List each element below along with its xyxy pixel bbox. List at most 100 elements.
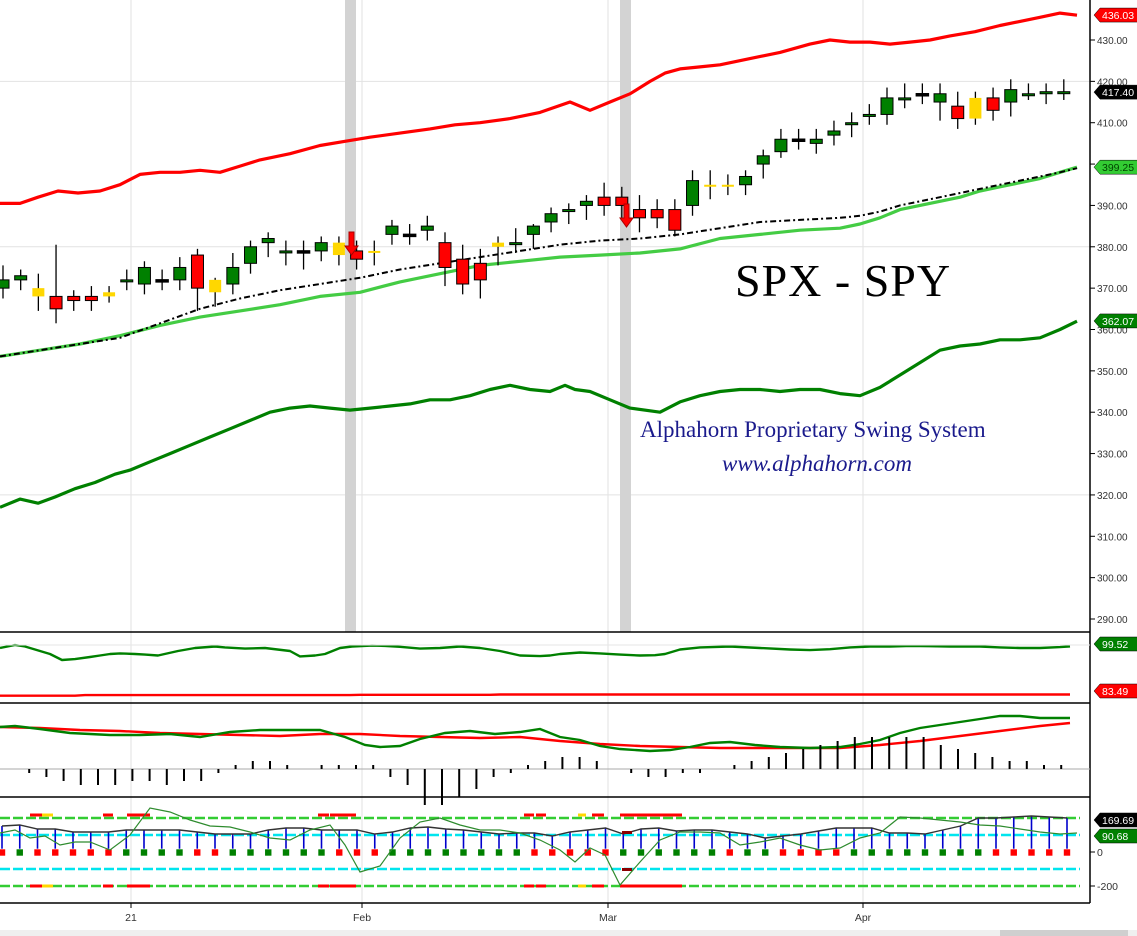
- minus-marker-icon: [0, 848, 6, 857]
- candle: [933, 83, 947, 121]
- y-tick-label: 330.00: [1097, 450, 1128, 461]
- candle: [492, 236, 505, 266]
- candle-body: [261, 238, 275, 244]
- candle: [244, 240, 258, 274]
- minus-marker-icon: [193, 848, 202, 857]
- tag-label: 399.25: [1102, 162, 1134, 174]
- candle: [898, 83, 912, 109]
- scrollbar-thumb[interactable]: [1000, 930, 1128, 936]
- candle: [686, 170, 700, 216]
- minus-marker-icon: [725, 848, 734, 857]
- candle-body: [137, 266, 151, 285]
- candle: [49, 244, 63, 324]
- candle-body: [986, 97, 1000, 111]
- candle-body: [615, 196, 629, 206]
- candle: [562, 203, 576, 225]
- candle-body: [402, 233, 417, 238]
- plus-marker-icon: [850, 848, 858, 857]
- candle-body: [492, 242, 505, 247]
- candle-body: [84, 295, 98, 302]
- x-tick-label: Mar: [599, 912, 618, 924]
- tag-label: 83.49: [1102, 686, 1128, 698]
- candle: [226, 252, 240, 295]
- plus-marker-icon: [637, 848, 645, 857]
- indicator3-black-line: [1, 815, 1068, 839]
- candle: [32, 273, 45, 311]
- minus-marker-icon: [814, 848, 823, 857]
- candle: [791, 128, 806, 150]
- plus-marker-icon: [282, 848, 290, 857]
- minus-marker-icon: [583, 848, 592, 857]
- tag-shape: [1093, 7, 1137, 23]
- candle-body: [473, 262, 487, 281]
- plus-marker-icon: [317, 848, 326, 857]
- candle-body: [721, 184, 734, 187]
- candle-body: [915, 93, 930, 97]
- candle: [579, 195, 593, 220]
- candle: [509, 228, 523, 253]
- minus-marker-icon: [69, 848, 77, 857]
- x-tick-label: 21: [125, 912, 137, 924]
- candle-body: [686, 180, 700, 206]
- signal-marker: [622, 868, 632, 871]
- candle-body: [562, 209, 576, 213]
- minus-marker-icon: [353, 848, 361, 857]
- horizontal-scrollbar[interactable]: [0, 930, 1137, 936]
- candle-body: [244, 246, 258, 264]
- chart-url: www.alphahorn.com: [722, 451, 912, 476]
- plus-marker-icon: [15, 848, 24, 857]
- indicator3-green-line: [0, 807, 1078, 887]
- minus-marker-icon: [335, 848, 344, 857]
- candle-body: [898, 97, 912, 101]
- candle: [862, 104, 876, 125]
- y-tick-label: 390.00: [1097, 201, 1128, 212]
- candle-body: [67, 295, 81, 302]
- y-tick-label: 310.00: [1097, 532, 1128, 543]
- plus-marker-icon: [921, 848, 929, 857]
- minus-marker-icon: [796, 848, 805, 857]
- y-tick-label: 360.00: [1097, 325, 1128, 336]
- candle-body: [385, 225, 399, 235]
- minus-marker-icon: [1009, 848, 1018, 857]
- candle-body: [32, 288, 45, 297]
- last-value-tag: 436.03: [1093, 7, 1137, 23]
- candle-body: [103, 292, 116, 297]
- plus-marker-icon: [122, 848, 131, 857]
- candle: [632, 195, 646, 233]
- plus-marker-icon: [424, 848, 432, 857]
- candle: [544, 207, 558, 233]
- plus-marker-icon: [654, 848, 663, 857]
- last-value-tag: 90.68: [1093, 828, 1137, 844]
- candle: [155, 269, 169, 291]
- minus-marker-icon: [992, 848, 1000, 857]
- candle-body: [668, 209, 682, 231]
- series-ma-light-green: [0, 165, 1078, 358]
- candle-body: [579, 200, 593, 206]
- candle: [190, 248, 204, 311]
- candle-body: [969, 97, 982, 119]
- candle-body: [226, 266, 240, 285]
- candle-body: [1039, 91, 1053, 95]
- plus-marker-icon: [867, 848, 876, 857]
- candle-body: [296, 250, 311, 254]
- x-tick-label: Apr: [855, 912, 872, 924]
- candle: [951, 91, 965, 129]
- candle-body: [438, 242, 452, 268]
- candle: [137, 261, 151, 295]
- tag-shape: [1093, 159, 1137, 175]
- candle-body: [209, 279, 222, 293]
- candle: [880, 87, 894, 125]
- y-tick-label: 320.00: [1097, 491, 1128, 502]
- candle-body: [0, 279, 10, 289]
- candle-body: [350, 250, 364, 260]
- candle: [402, 224, 417, 245]
- candle-body: [456, 258, 470, 285]
- y-tick-label: 300.00: [1097, 574, 1128, 585]
- candle-body: [526, 225, 540, 235]
- minus-marker-icon: [51, 848, 60, 857]
- plus-marker-icon: [672, 848, 681, 857]
- plus-marker-icon: [299, 848, 308, 857]
- plus-marker-icon: [619, 848, 628, 857]
- plus-marker-icon: [477, 848, 486, 857]
- candle-body: [1021, 93, 1035, 97]
